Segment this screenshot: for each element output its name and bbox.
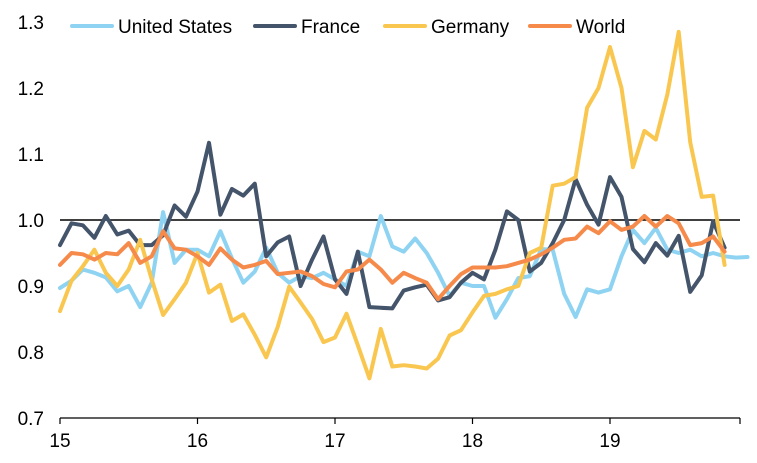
y-tick-label: 1.3 bbox=[18, 13, 44, 34]
x-axis bbox=[59, 417, 741, 424]
y-tick-label: 1.2 bbox=[18, 79, 44, 100]
y-tick-label: 1.1 bbox=[18, 145, 44, 166]
series-line-united-states bbox=[58, 210, 750, 320]
legend-label-united-states: United States bbox=[118, 17, 232, 38]
legend-label-world: World bbox=[576, 17, 625, 38]
series-line-france bbox=[58, 140, 727, 311]
y-axis-tick-labels: 0.7 0.8 0.9 1.0 1.1 1.2 1.3 bbox=[18, 13, 44, 430]
legend-label-france: France bbox=[301, 17, 360, 38]
legend-label-germany: Germany bbox=[431, 17, 510, 38]
y-tick-label: 0.7 bbox=[18, 409, 44, 430]
x-tick-label: 16 bbox=[187, 431, 208, 452]
series-line-world bbox=[58, 214, 727, 302]
x-tick-label: 18 bbox=[462, 431, 483, 452]
legend: United States France Germany World bbox=[70, 17, 625, 38]
series-lines bbox=[58, 29, 750, 381]
x-tick-label: 19 bbox=[599, 431, 620, 452]
x-tick-label: 15 bbox=[49, 431, 70, 452]
series-line-germany bbox=[58, 29, 727, 381]
y-tick-label: 0.9 bbox=[18, 277, 44, 298]
y-tick-label: 0.8 bbox=[18, 343, 44, 364]
x-axis-tick-labels: 15 16 17 18 19 bbox=[49, 431, 620, 452]
x-tick-label: 17 bbox=[324, 431, 345, 452]
y-tick-label: 1.0 bbox=[18, 211, 44, 232]
